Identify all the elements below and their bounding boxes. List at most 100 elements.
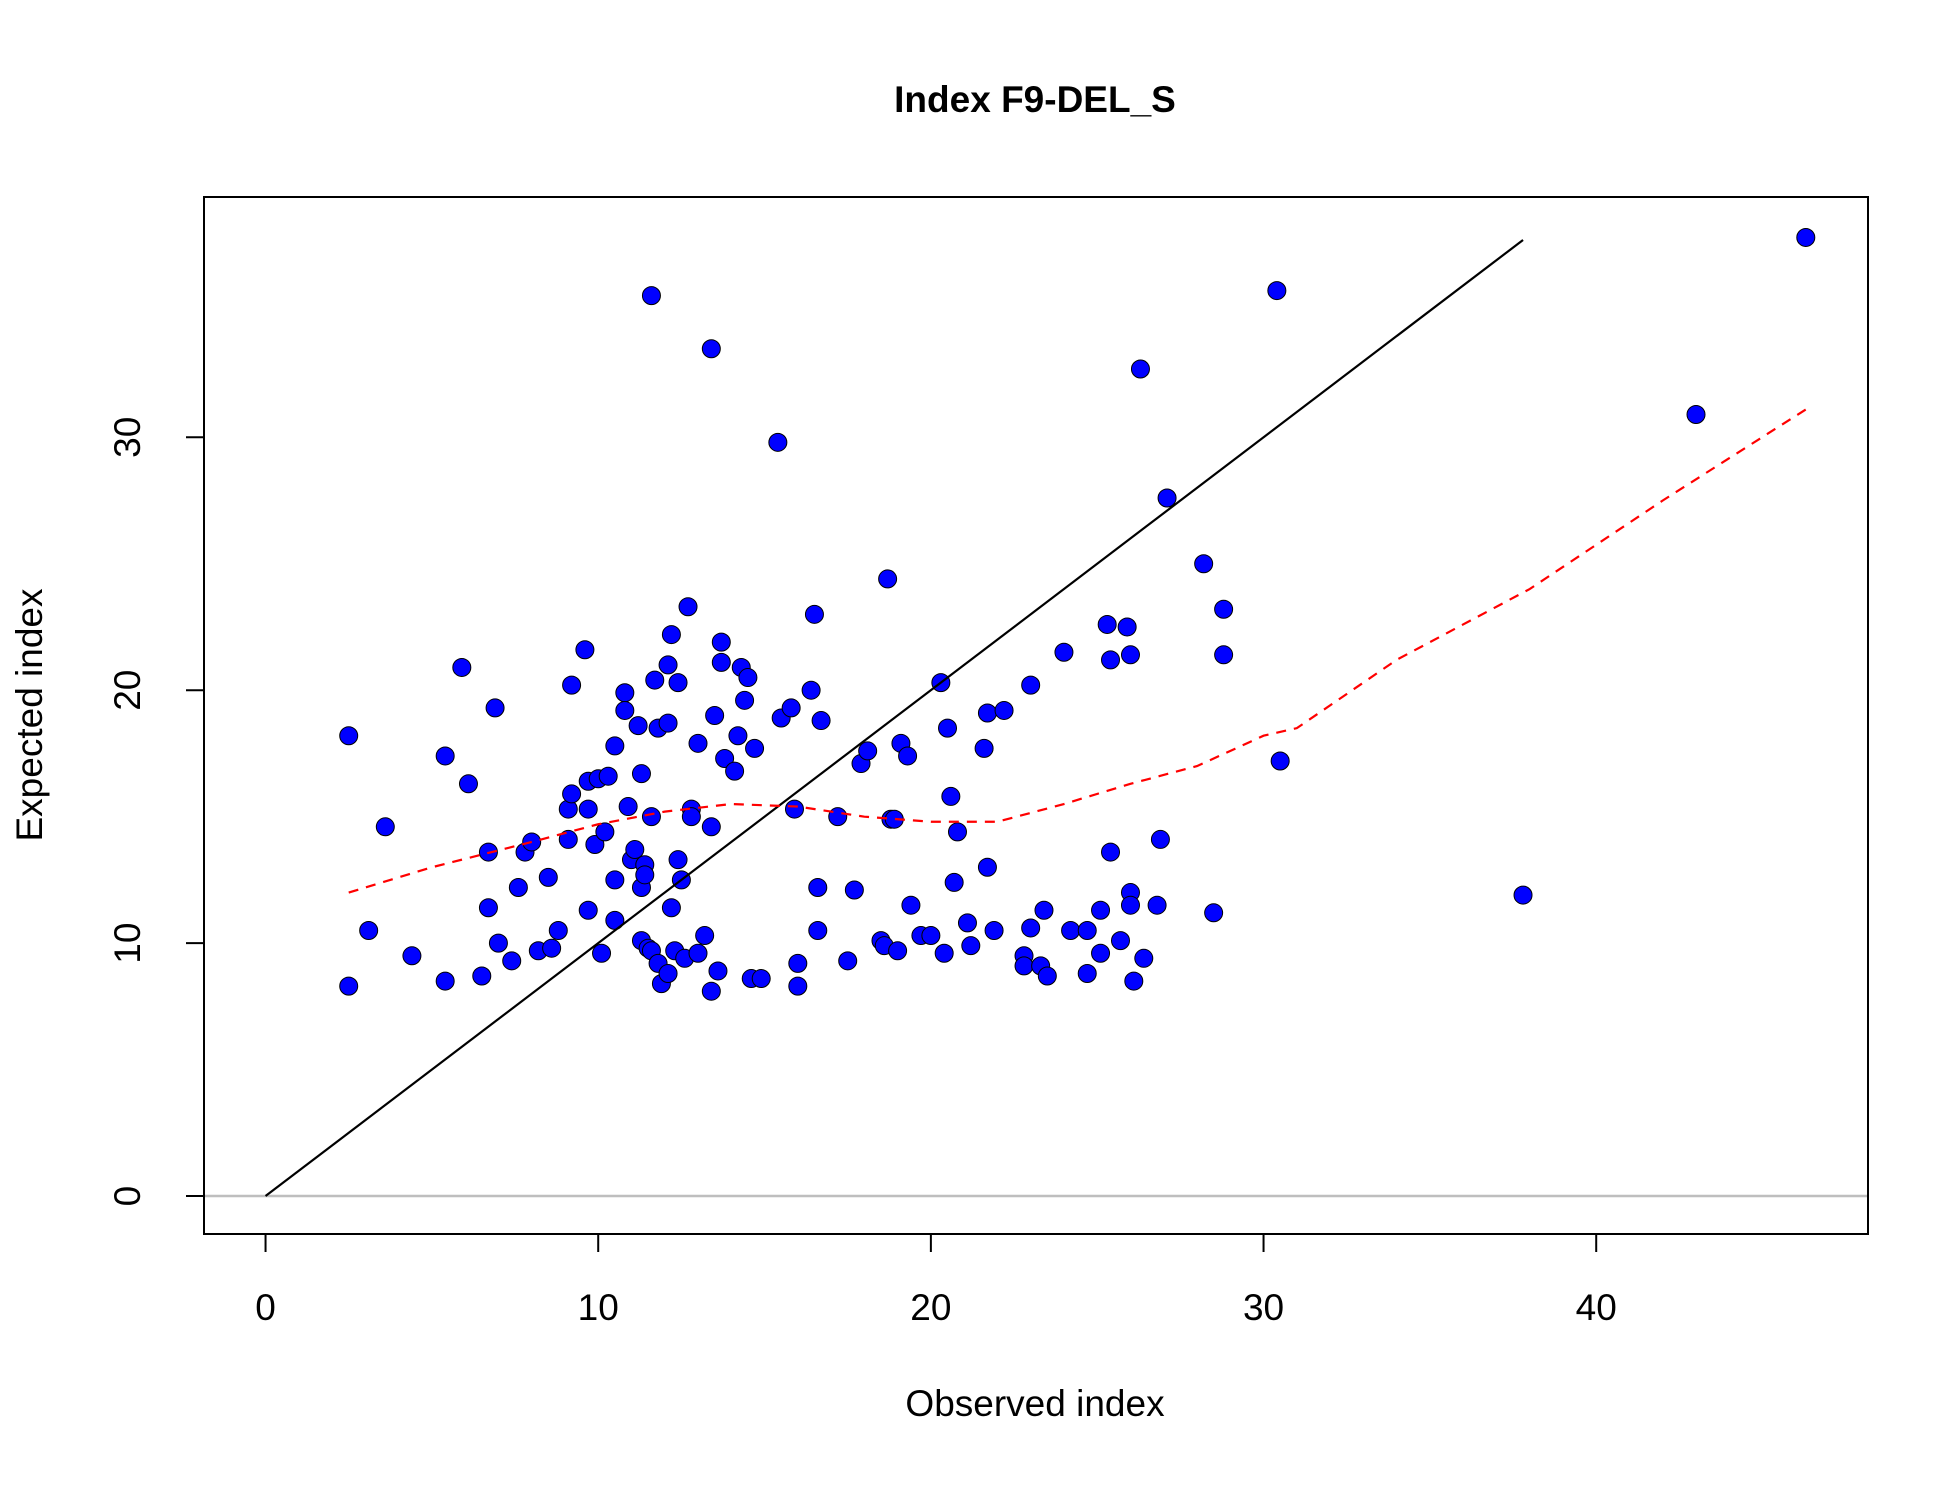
point bbox=[977, 857, 997, 877]
point bbox=[768, 432, 788, 452]
point bbox=[804, 604, 824, 624]
point bbox=[435, 971, 455, 991]
point bbox=[641, 807, 661, 827]
point bbox=[548, 920, 568, 940]
point bbox=[944, 872, 964, 892]
point bbox=[738, 668, 758, 688]
point bbox=[961, 936, 981, 956]
point bbox=[811, 711, 831, 731]
point bbox=[631, 764, 651, 784]
point bbox=[1513, 885, 1533, 905]
point bbox=[1101, 842, 1121, 862]
point bbox=[1101, 650, 1121, 670]
point bbox=[1686, 405, 1706, 425]
point bbox=[339, 726, 359, 746]
point bbox=[359, 920, 379, 940]
point bbox=[934, 943, 954, 963]
point bbox=[339, 976, 359, 996]
point bbox=[562, 675, 582, 695]
point bbox=[705, 706, 725, 725]
point bbox=[435, 746, 455, 766]
point bbox=[458, 774, 478, 794]
point bbox=[681, 807, 701, 827]
point bbox=[1110, 931, 1130, 951]
point bbox=[1120, 895, 1140, 915]
point bbox=[688, 943, 708, 963]
point bbox=[1796, 227, 1816, 247]
point bbox=[658, 713, 678, 733]
x-tick-label: 10 bbox=[578, 1287, 619, 1328]
point bbox=[751, 969, 771, 989]
y-tick-label: 20 bbox=[107, 670, 148, 711]
y-tick-label: 0 bbox=[107, 1186, 148, 1207]
point bbox=[1037, 966, 1057, 986]
point bbox=[578, 799, 598, 819]
point bbox=[788, 953, 808, 973]
point bbox=[921, 926, 941, 946]
point bbox=[605, 736, 625, 756]
point bbox=[1194, 554, 1214, 574]
point bbox=[508, 877, 528, 897]
point bbox=[1214, 645, 1234, 665]
point bbox=[1077, 920, 1097, 940]
point bbox=[695, 926, 715, 946]
point bbox=[1021, 918, 1041, 938]
point bbox=[715, 748, 735, 768]
point bbox=[1054, 642, 1074, 662]
point bbox=[1157, 488, 1177, 508]
point bbox=[1134, 948, 1154, 968]
point bbox=[1117, 617, 1137, 637]
point bbox=[615, 683, 635, 703]
point bbox=[562, 784, 582, 804]
point bbox=[502, 951, 522, 971]
x-tick-label: 30 bbox=[1243, 1287, 1284, 1328]
point bbox=[1091, 943, 1111, 963]
point bbox=[1091, 900, 1111, 920]
point bbox=[708, 961, 728, 981]
point bbox=[668, 850, 688, 870]
point bbox=[625, 840, 645, 860]
point bbox=[668, 673, 688, 693]
point bbox=[1214, 599, 1234, 619]
point bbox=[725, 761, 745, 781]
point bbox=[858, 741, 878, 761]
x-tick-label: 0 bbox=[255, 1287, 276, 1328]
line bbox=[264, 239, 1524, 1197]
point bbox=[838, 951, 858, 971]
point bbox=[898, 746, 918, 766]
point bbox=[575, 640, 595, 660]
point bbox=[808, 877, 828, 897]
point bbox=[635, 865, 655, 885]
point bbox=[701, 817, 721, 837]
point bbox=[1130, 359, 1150, 379]
point bbox=[844, 880, 864, 900]
point bbox=[1267, 281, 1287, 301]
point bbox=[947, 822, 967, 842]
point bbox=[605, 870, 625, 890]
point bbox=[1270, 751, 1290, 771]
x-tick-label: 20 bbox=[910, 1287, 951, 1328]
x-axis-label: Observed index bbox=[905, 1383, 1165, 1424]
point bbox=[628, 716, 648, 736]
point bbox=[977, 703, 997, 723]
y-tick-label: 10 bbox=[107, 923, 148, 964]
y-tick-label: 30 bbox=[107, 417, 148, 458]
point bbox=[1021, 675, 1041, 695]
point bbox=[658, 655, 678, 675]
point bbox=[1150, 829, 1170, 849]
point bbox=[688, 733, 708, 753]
point bbox=[538, 867, 558, 887]
point bbox=[595, 822, 615, 842]
point bbox=[618, 797, 638, 817]
plot-frame bbox=[203, 196, 1869, 1235]
point bbox=[888, 941, 908, 961]
point bbox=[701, 981, 721, 1001]
point bbox=[781, 698, 801, 718]
point bbox=[452, 657, 472, 677]
point bbox=[375, 817, 395, 837]
chart-title: Index F9-DEL_S bbox=[894, 79, 1176, 120]
point bbox=[938, 718, 958, 738]
point bbox=[661, 625, 681, 645]
point bbox=[1077, 963, 1097, 983]
point bbox=[901, 895, 921, 915]
